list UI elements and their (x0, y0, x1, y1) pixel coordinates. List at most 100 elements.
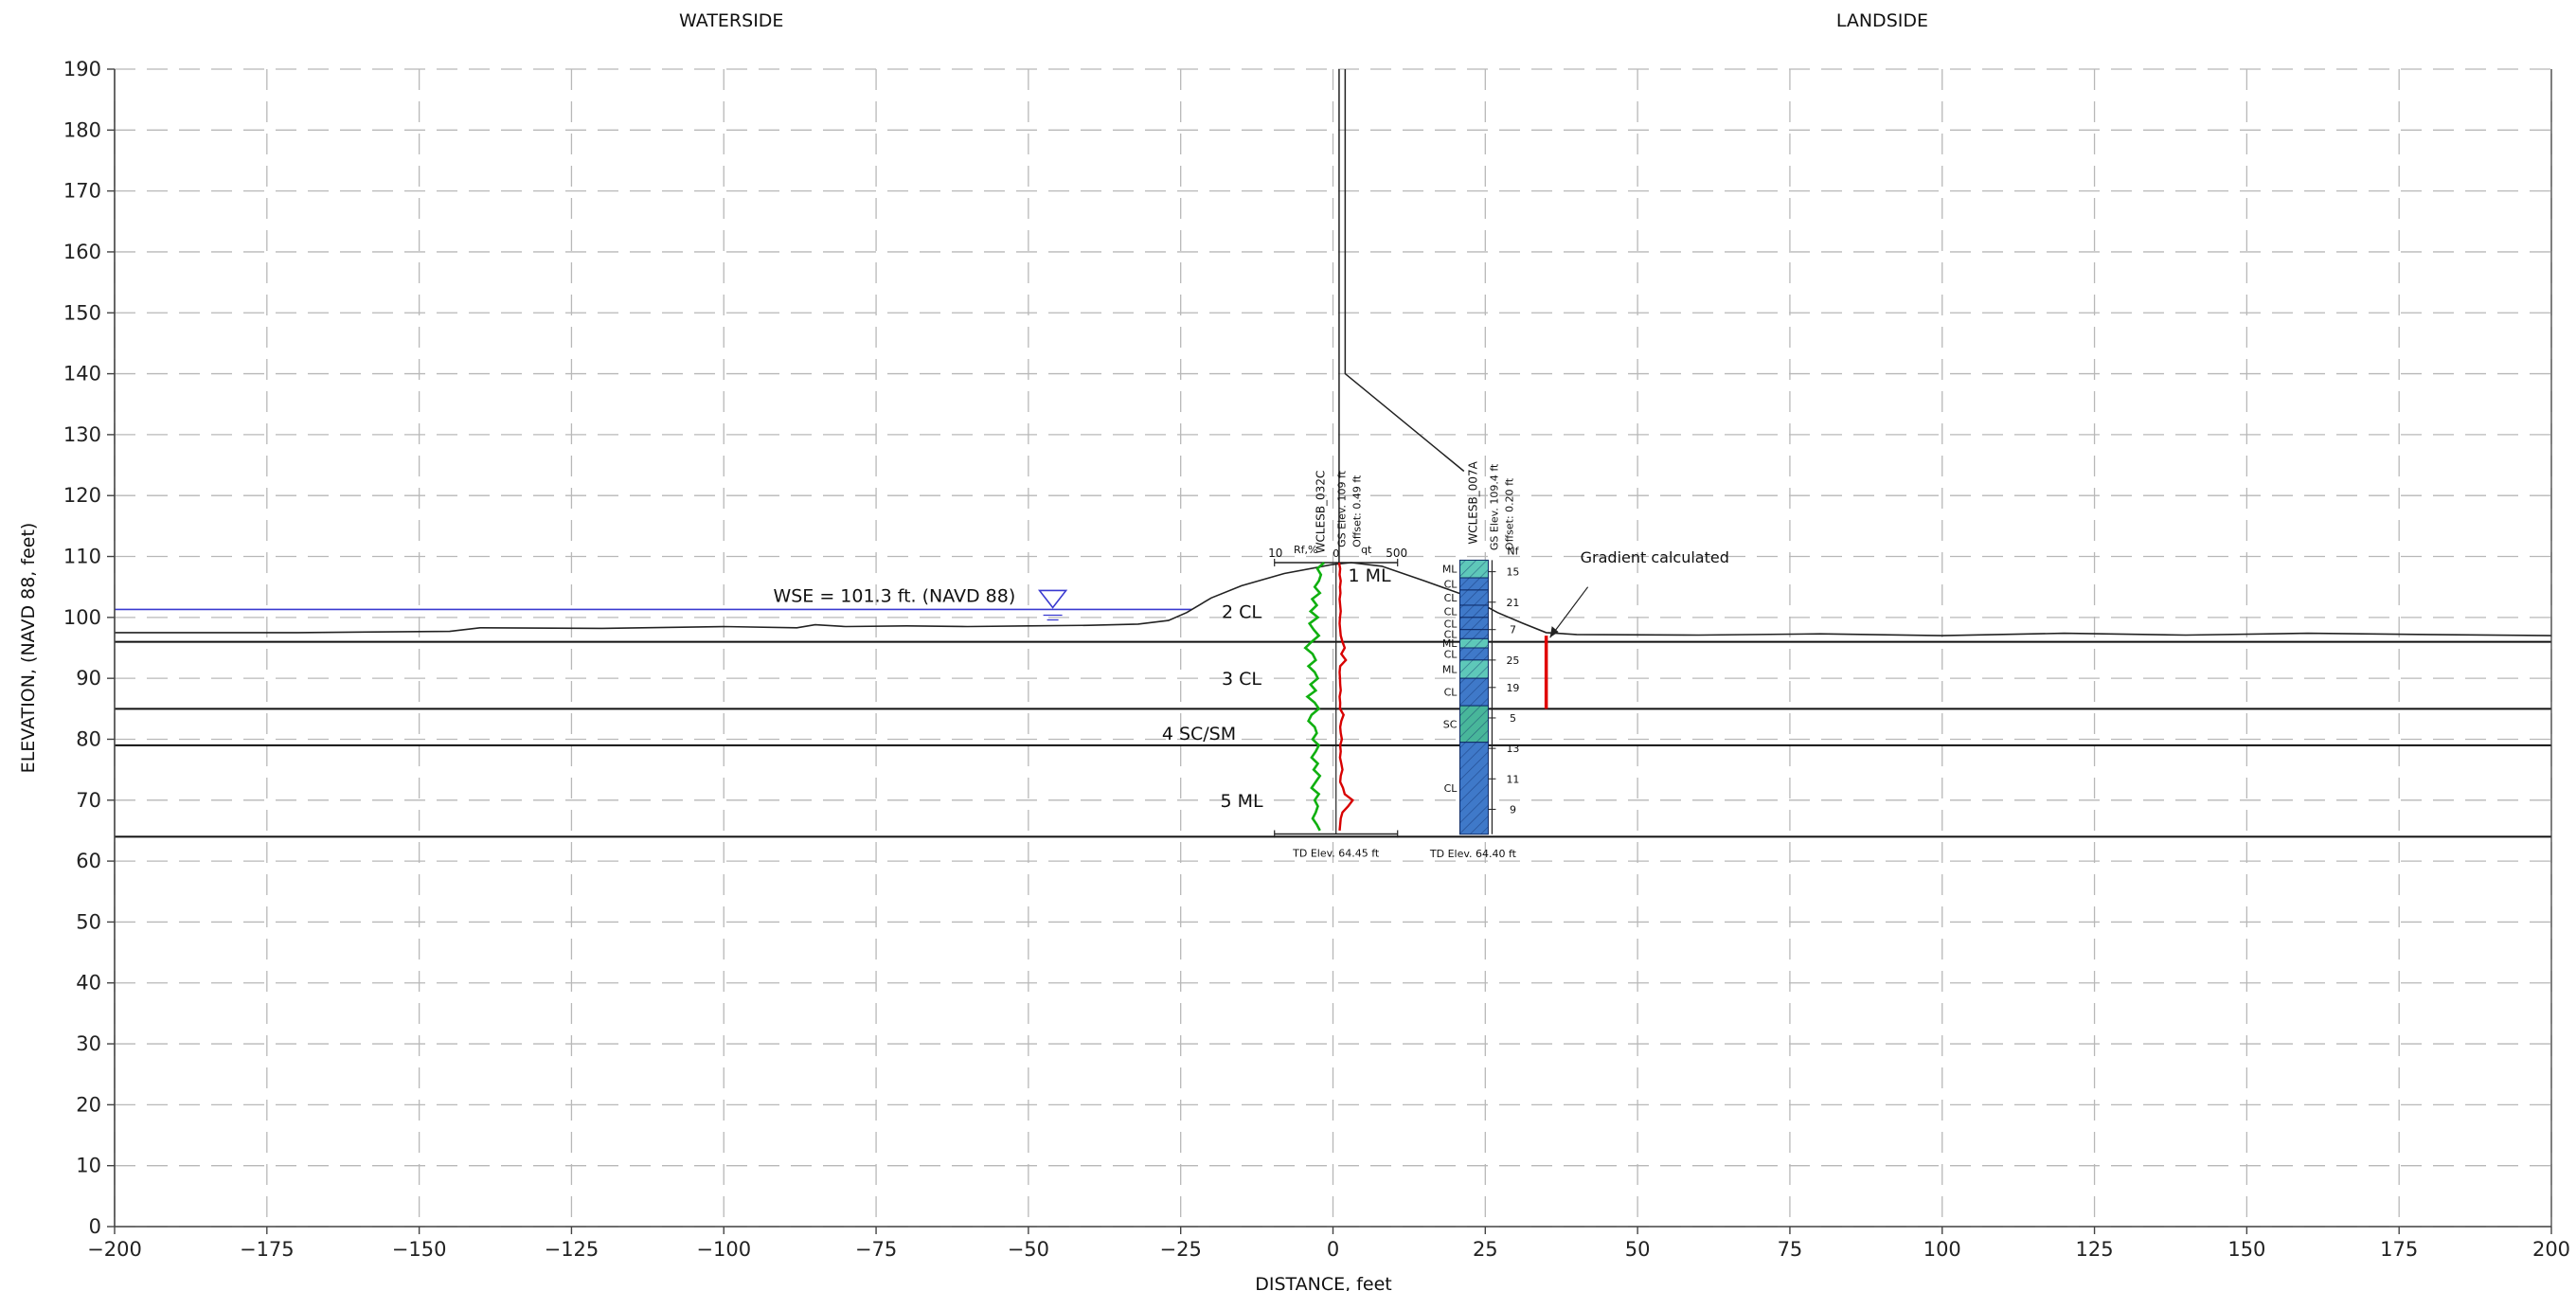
soil-code-label: CL (1444, 782, 1458, 795)
soil-layer-hatch (1459, 648, 1489, 660)
soil-code-label: CL (1444, 605, 1458, 618)
layer-label: 1 ML (1349, 565, 1392, 586)
soil-layer-hatch (1459, 589, 1489, 605)
soil-layer-hatch (1459, 742, 1489, 834)
boring-soil-log: MLCLCLCLCLCLMLCLMLCLSCCLNf15217251951311… (1429, 460, 1520, 859)
y-tick-label: 30 (76, 1032, 101, 1055)
y-tick-label: 130 (63, 423, 101, 446)
soil-code-label: CL (1444, 578, 1458, 590)
x-tick-label: 25 (1473, 1238, 1498, 1261)
leader-line (1344, 69, 1465, 473)
y-tick-label: 40 (76, 972, 101, 995)
y-tick-label: 180 (63, 118, 101, 141)
soil-layer-hatch (1459, 678, 1489, 707)
y-tick-label: 110 (63, 546, 101, 568)
x-axis-title: DISTANCE, feet (1255, 1274, 1392, 1291)
blow-count-label: 13 (1506, 743, 1519, 755)
soil-layer-hatch (1459, 629, 1489, 639)
soil-layer-boundaries (115, 640, 2551, 838)
y-tick-label: 150 (63, 301, 101, 324)
y-tick-label: 0 (89, 1215, 101, 1238)
water-surface: WSE = 101.3 ft. (NAVD 88) (115, 585, 1192, 621)
layer-label: 3 CL (1222, 669, 1261, 690)
x-tick-label: −25 (1160, 1238, 1202, 1261)
blow-count-label: 21 (1506, 597, 1519, 609)
gradient-arrowhead (1549, 626, 1559, 638)
layer-label: 2 CL (1222, 601, 1261, 622)
soil-code-label: CL (1444, 648, 1458, 660)
y-tick-label: 140 (63, 363, 101, 386)
axes: 0102030405060708090100110120130140150160… (18, 10, 2570, 1291)
grid-lines (114, 68, 2552, 1228)
boring-name-label: WCLESB_032C (1315, 471, 1328, 554)
x-tick-label: −125 (545, 1238, 599, 1261)
x-tick-label: 150 (2227, 1238, 2265, 1261)
qt-trace (1337, 562, 1354, 832)
ground-surface-line (115, 562, 2552, 637)
y-tick-label: 60 (76, 850, 101, 872)
blow-count-label: 7 (1510, 624, 1516, 637)
total-depth-label: TD Elev. 64.45 ft (1292, 847, 1380, 859)
y-tick-label: 10 (76, 1155, 101, 1177)
x-tick-label: 200 (2532, 1238, 2570, 1261)
soil-layer-hatch (1459, 706, 1489, 743)
annotations: 1 ML 2 CL 3 CL 4 SC/SM 5 ML (1162, 565, 1391, 812)
qt-scale-max-label: 500 (1386, 547, 1407, 560)
x-tick-label: 175 (2380, 1238, 2418, 1261)
blow-count-label: 19 (1506, 682, 1519, 694)
levee-centerline (1338, 69, 1465, 563)
blow-count-label: 25 (1506, 654, 1519, 667)
soil-code-label: ML (1442, 664, 1458, 676)
total-depth-label: TD Elev. 64.40 ft (1429, 848, 1517, 860)
x-tick-label: −100 (696, 1238, 751, 1261)
blow-count-label: 9 (1510, 803, 1516, 816)
x-tick-label: −175 (240, 1238, 295, 1261)
y-tick-label: 80 (76, 727, 101, 750)
rf-trace (1303, 562, 1325, 832)
x-tick-label: 100 (1923, 1238, 1961, 1261)
y-tick-label: 120 (63, 484, 101, 507)
soil-layer-hatch (1459, 604, 1489, 618)
rf-axis-label: Rf,% (1294, 544, 1317, 556)
y-tick-label: 50 (76, 910, 101, 933)
soil-layer-hatch (1459, 578, 1489, 590)
offset-label: Offset: 0.20 ft (1503, 477, 1515, 550)
soil-code-label: CL (1444, 618, 1458, 630)
y-tick-label: 170 (63, 180, 101, 203)
layer-label: 5 ML (1220, 791, 1263, 812)
x-tick-label: 0 (1327, 1238, 1339, 1261)
ground-surface-profile (115, 562, 2552, 637)
gradient-label: Gradient calculated (1581, 548, 1729, 566)
soil-code-label: CL (1444, 687, 1458, 699)
water-level-symbol (1037, 589, 1068, 609)
qt-axis-label: qt (1361, 544, 1372, 556)
soil-code-label: ML (1442, 637, 1458, 650)
n-column-header: Nf (1507, 545, 1519, 557)
ground-elevation-label: GS Elev. 109.4 ft (1488, 463, 1500, 550)
x-tick-label: −200 (87, 1238, 142, 1261)
waterside-label: WATERSIDE (679, 10, 783, 31)
blow-count-label: 15 (1506, 566, 1519, 579)
y-tick-label: 90 (76, 667, 101, 690)
soil-code-label: SC (1443, 718, 1458, 730)
x-tick-label: −50 (1008, 1238, 1049, 1261)
y-axis-title: ELEVATION, (NAVD 88, feet) (18, 523, 39, 774)
x-tick-label: 75 (1778, 1238, 1803, 1261)
y-tick-label: 160 (63, 241, 101, 263)
offset-label: Offset: 0.49 ft (1351, 475, 1364, 547)
boring-name-label: WCLESB_007A (1466, 460, 1479, 544)
x-tick-label: 50 (1625, 1238, 1651, 1261)
x-tick-label: 125 (2076, 1238, 2114, 1261)
soil-code-label: CL (1444, 592, 1458, 604)
ground-elevation-label: GS Elev. 109 ft (1336, 470, 1349, 547)
blow-count-label: 11 (1506, 773, 1519, 785)
cpt-zero-label: 0 (1333, 547, 1339, 560)
gradient-marker: Gradient calculated (1544, 548, 1729, 709)
soil-code-label: ML (1442, 564, 1458, 576)
landside-label: LANDSIDE (1836, 10, 1928, 31)
boring-cpt-log: 10 Rf,% 0 qt 500 WCLESB_032C GS Elev. 109 ft Of… (1268, 470, 1407, 859)
soil-layer-hatch (1459, 560, 1489, 579)
y-tick-label: 100 (63, 606, 101, 629)
y-tick-label: 190 (63, 58, 101, 81)
